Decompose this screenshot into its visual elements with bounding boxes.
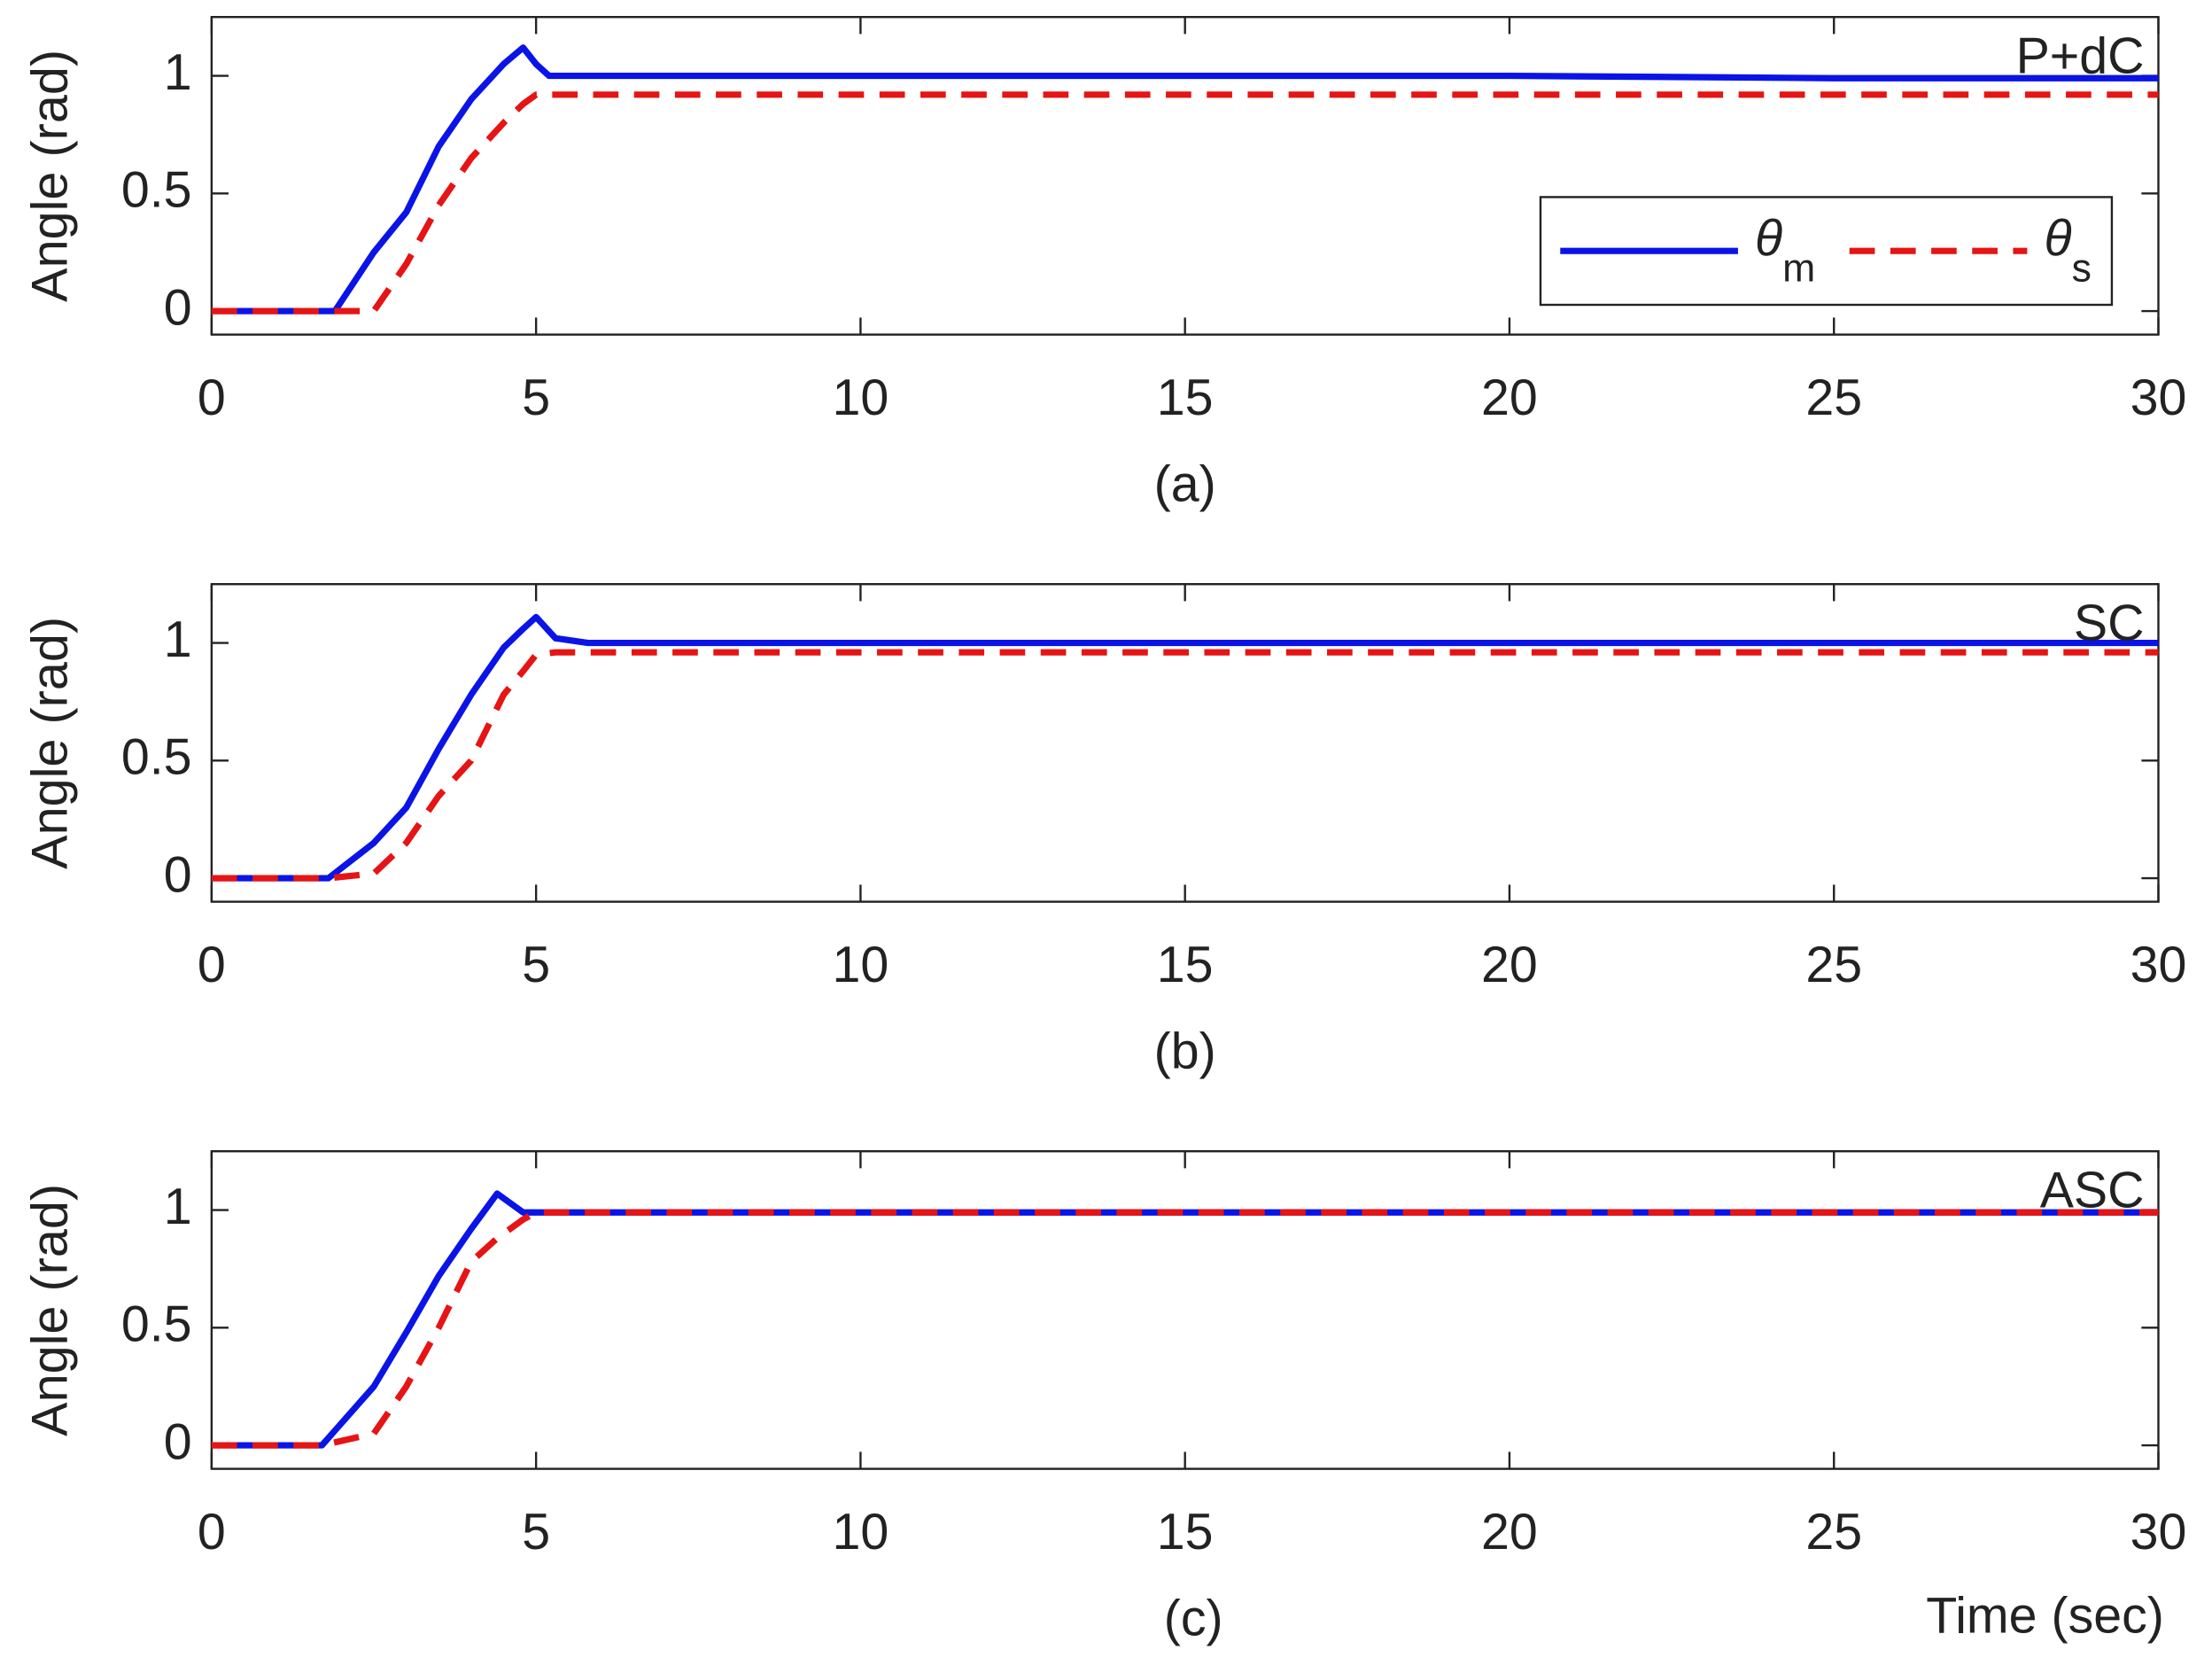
x-tick-label: 25 [1805,1504,1862,1560]
y-tick-label: 0.5 [121,1296,192,1352]
y-tick-label: 1 [164,1179,192,1235]
caption: (b) [1154,1023,1216,1079]
x-tick-label: 20 [1481,937,1538,993]
x-tick-label: 10 [833,370,889,426]
legend-label: θm [1755,211,1815,291]
y-tick-label: 1 [164,44,192,101]
data-line [211,1209,2159,1449]
x-tick-label: 30 [2131,370,2187,426]
y-tick-label: 0 [164,846,192,903]
y-axis-label: Angle (rad) [22,50,79,302]
legend-symbol: θ [2044,211,2071,268]
y-tick-label: 0 [164,1413,192,1470]
y-axis-label: Angle (rad) [22,617,79,869]
x-tick-label: 25 [1805,370,1862,426]
x-tick-label: 10 [833,937,889,993]
y-axis-label: Angle (rad) [22,1184,79,1436]
x-tick-label: 5 [522,1504,550,1560]
y-tick-label: 0.5 [121,161,192,218]
x-tick-label: 15 [1157,1504,1214,1560]
x-tick-label: 0 [198,370,226,426]
plot-frame [210,583,2160,903]
x-tick-label: 0 [198,1504,226,1560]
x-tick-label: 20 [1481,1504,1538,1560]
annotation: SC [2074,595,2145,651]
x-tick-label: 5 [522,370,550,426]
caption: (c) [1164,1590,1223,1646]
x-tick-label: 30 [2131,1504,2187,1560]
x-tick-label: 30 [2131,937,2187,993]
data-line [211,91,2159,315]
annotation: P+dC [2016,27,2145,84]
data-line [211,649,2159,882]
data-line [211,1190,2159,1449]
data-line [211,44,2159,315]
legend-label: θs [2044,211,2091,291]
x-tick-label: 5 [522,937,550,993]
x-tick-label: 25 [1805,937,1862,993]
x-tick-label: 20 [1481,370,1538,426]
legend-symbol: θ [1755,211,1782,268]
data-line [211,613,2159,882]
y-tick-label: 0.5 [121,728,192,785]
annotation: ASC [2040,1162,2145,1218]
x-tick-label: 0 [198,937,226,993]
x-tick-label: 15 [1157,370,1214,426]
x-tick-label: 10 [833,1504,889,1560]
x-axis-label: Time (sec) [1926,1587,2164,1644]
y-tick-label: 0 [164,279,192,336]
legend-subscript: s [2072,246,2092,290]
y-tick-label: 1 [164,611,192,668]
legend-subscript: m [1782,246,1815,290]
caption: (a) [1154,455,1216,512]
x-tick-label: 15 [1157,937,1214,993]
